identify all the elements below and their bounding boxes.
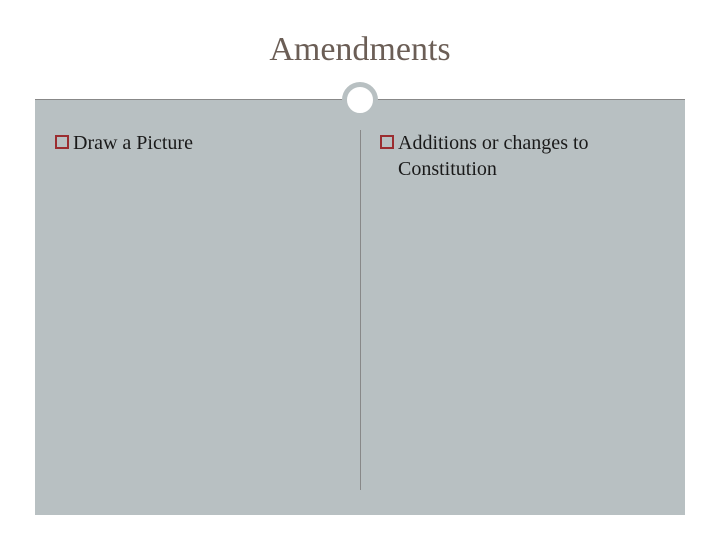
slide-title: Amendments xyxy=(269,31,450,69)
square-bullet-icon xyxy=(55,135,69,149)
title-area: Amendments xyxy=(0,0,720,100)
square-bullet-icon xyxy=(380,135,394,149)
content-area: Draw a Picture Additions or changes to C… xyxy=(35,100,685,515)
bullet-text-left: Draw a Picture xyxy=(73,130,193,156)
left-column: Draw a Picture xyxy=(35,100,360,515)
circle-icon xyxy=(342,82,378,118)
slide-container: Amendments Draw a Picture Additions or c… xyxy=(0,0,720,540)
bullet-item-right: Additions or changes to Constitution xyxy=(380,130,665,182)
bullet-item-left: Draw a Picture xyxy=(55,130,340,156)
bullet-text-right: Additions or changes to Constitution xyxy=(398,130,665,182)
right-column: Additions or changes to Constitution xyxy=(360,100,685,515)
